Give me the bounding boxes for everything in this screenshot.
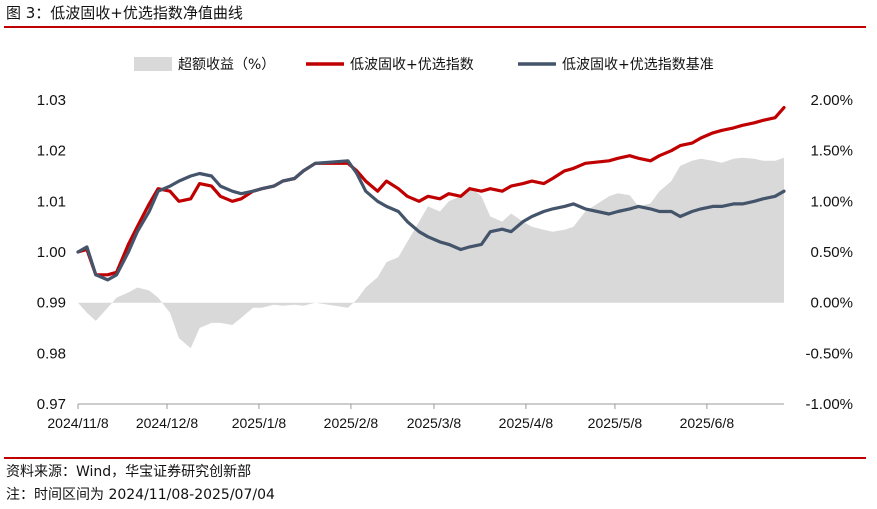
left-y-tick-label: 1.00 <box>37 244 66 261</box>
left-y-tick-label: 0.99 <box>37 295 66 312</box>
x-tick-label: 2025/6/8 <box>680 415 735 431</box>
legend: 超额收益（%） 低波固收+优选指数 低波固收+优选指数基准 <box>134 56 714 73</box>
excess-return-area-layer <box>78 157 784 349</box>
figure-title: 图 3：低波固收+优选指数净值曲线 <box>6 4 243 22</box>
axes-layer: 2024/11/8 2024/12/8 2025/1/8 2025/2/8 2025/3… <box>37 92 853 431</box>
x-tick-label: 2025/2/8 <box>324 415 379 431</box>
left-y-tick-label: 0.98 <box>37 345 66 362</box>
index-line <box>76 106 786 277</box>
right-y-tick-label: -1.00% <box>805 396 853 413</box>
benchmark-line <box>76 159 786 282</box>
legend-label-index: 低波固收+优选指数 <box>350 57 474 73</box>
right-y-tick-label: -0.50% <box>805 345 853 362</box>
bottom-rule <box>4 457 866 459</box>
legend-swatch-excess <box>134 57 172 71</box>
right-y-tick-label: 0.00% <box>810 295 853 312</box>
right-y-tick-label: 2.00% <box>810 92 853 109</box>
x-tick-label: 2025/5/8 <box>588 415 643 431</box>
period-note: 注：时间区间为 2024/11/08-2025/07/04 <box>6 487 275 503</box>
x-tick-label: 2025/3/8 <box>407 415 462 431</box>
x-tick-label: 2024/12/8 <box>136 415 198 431</box>
x-tick-label: 2025/1/8 <box>232 415 287 431</box>
series-lines-layer <box>76 106 786 282</box>
x-tick-label: 2024/11/8 <box>47 415 108 431</box>
right-y-tick-label: 1.50% <box>810 143 853 160</box>
source-note: 资料来源：Wind，华宝证券研究创新部 <box>6 464 252 480</box>
legend-label-excess: 超额收益（%） <box>178 57 275 73</box>
left-y-tick-label: 1.02 <box>37 143 66 160</box>
left-y-tick-label: 0.97 <box>37 396 66 413</box>
x-tick-label: 2025/4/8 <box>499 415 554 431</box>
right-y-tick-label: 0.50% <box>810 244 853 261</box>
legend-label-benchmark: 低波固收+优选指数基准 <box>562 56 714 73</box>
right-y-tick-label: 1.00% <box>810 193 853 210</box>
top-rule <box>4 26 866 28</box>
left-y-tick-label: 1.03 <box>37 92 66 109</box>
excess-return-area <box>78 157 784 349</box>
left-y-tick-label: 1.01 <box>37 193 66 210</box>
